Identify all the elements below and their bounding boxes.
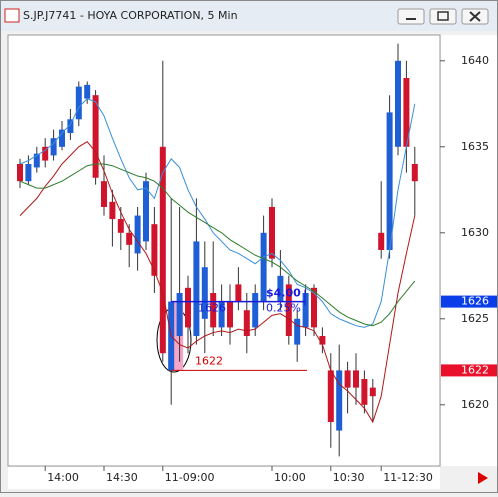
level-label: 1622 <box>195 354 223 367</box>
candle-body <box>386 112 393 251</box>
candle-body <box>285 284 292 336</box>
x-tick-label: 11-09:00 <box>165 471 215 484</box>
window-buttons <box>397 8 489 25</box>
y-tick-label: 1635 <box>461 140 489 153</box>
candle-body <box>218 301 225 328</box>
candle-body <box>25 164 32 182</box>
app-icon <box>4 8 20 23</box>
candle-body <box>185 287 191 328</box>
candle-body <box>159 146 166 354</box>
candle-body <box>235 284 242 302</box>
candle-body <box>67 119 74 134</box>
candle-body <box>92 95 99 178</box>
scroll-arrow[interactable] <box>478 472 488 484</box>
measure-price: 1626 <box>198 302 226 315</box>
candle-body <box>411 164 418 182</box>
candle-body <box>336 370 343 431</box>
candle-body <box>378 232 385 250</box>
candle-body <box>33 153 40 168</box>
candle-body <box>319 336 326 345</box>
minimize-button[interactable] <box>397 8 425 25</box>
candle-body <box>361 379 368 405</box>
candle-body <box>403 78 410 147</box>
candle-body <box>84 84 91 99</box>
ma-line <box>19 98 416 328</box>
candle-body <box>227 301 233 328</box>
candle-body <box>344 370 351 388</box>
candle-body <box>210 293 217 328</box>
measure-percent: 0.25% <box>266 302 301 315</box>
ma-line <box>19 163 416 327</box>
ma-line <box>19 140 416 424</box>
candle-body <box>201 267 208 319</box>
candle-body <box>75 86 82 120</box>
candle-body <box>327 370 334 422</box>
maximize-icon <box>437 11 449 21</box>
candle-body <box>294 318 301 345</box>
y-tick-label: 1620 <box>461 398 489 411</box>
price-tag <box>441 295 497 308</box>
candle-body <box>269 207 275 259</box>
candle-body <box>42 146 49 161</box>
x-tick-label: 11-12:30 <box>383 471 433 484</box>
candle-body <box>311 287 317 328</box>
candle-body <box>176 293 183 336</box>
price-tag <box>441 364 497 377</box>
x-tick-label: 10:00 <box>274 471 306 484</box>
candle-body <box>109 201 116 220</box>
candle-body <box>59 129 65 147</box>
price-tag-label: 1626 <box>461 295 489 308</box>
candle-body <box>260 232 267 302</box>
x-tick-label: 14:00 <box>47 471 79 484</box>
x-tick-label: 10:30 <box>333 471 365 484</box>
window-title: S.JP.J7741 - HOYA CORPORATION, 5 Min <box>23 9 238 22</box>
candle-body <box>101 181 107 207</box>
candle-body <box>117 219 124 233</box>
maximize-button[interactable] <box>429 8 457 25</box>
candle-body <box>302 293 309 328</box>
candle-body <box>143 181 149 242</box>
close-icon <box>469 11 481 22</box>
candle-body <box>126 232 133 245</box>
plot-area <box>7 34 441 467</box>
candle-body <box>17 164 23 182</box>
x-tick-label: 14:30 <box>106 471 138 484</box>
y-tick-label: 1625 <box>461 312 489 325</box>
candle-body <box>395 60 401 147</box>
candle-body <box>277 275 284 302</box>
candle-body <box>252 293 259 328</box>
candle-body <box>243 310 250 336</box>
price-axis <box>441 35 497 466</box>
price-tag-label: 1622 <box>461 363 489 376</box>
candle-body <box>50 138 57 156</box>
candle-body <box>353 370 359 388</box>
candle-body <box>369 387 376 397</box>
candle-body <box>193 241 200 336</box>
y-tick-label: 1640 <box>461 54 489 67</box>
candle-body <box>134 215 141 254</box>
candle-body <box>151 224 158 276</box>
y-tick-label: 1630 <box>461 226 489 239</box>
time-axis <box>8 467 440 489</box>
measure-change: $4.00 <box>266 287 301 300</box>
